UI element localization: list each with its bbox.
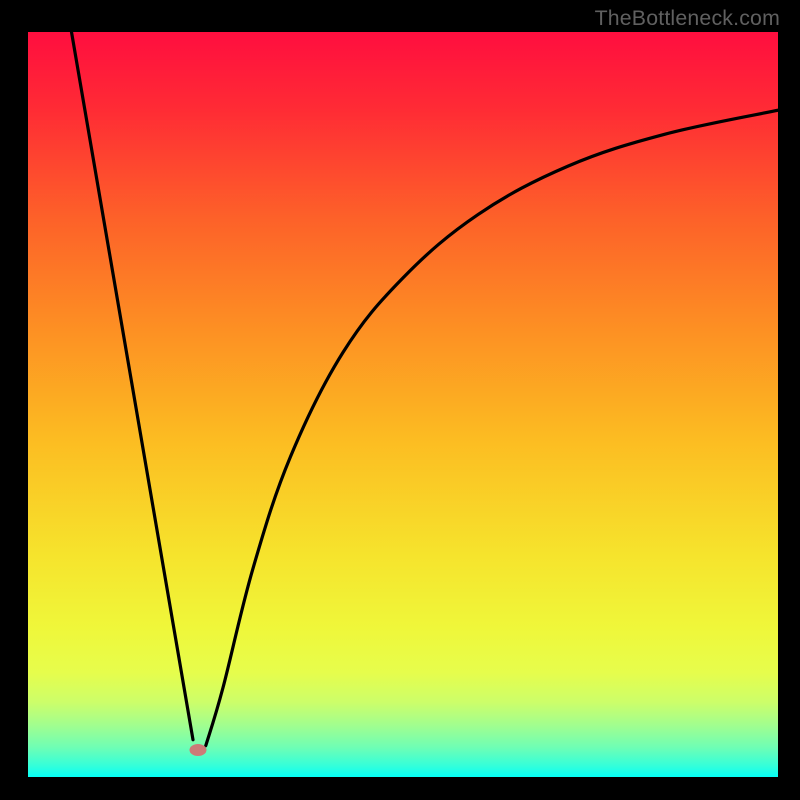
optimum-marker <box>189 744 206 756</box>
bottleneck-curve <box>28 32 778 777</box>
chart-frame: TheBottleneck.com <box>0 0 800 800</box>
plot-area <box>28 32 778 777</box>
watermark-text: TheBottleneck.com <box>595 6 780 31</box>
